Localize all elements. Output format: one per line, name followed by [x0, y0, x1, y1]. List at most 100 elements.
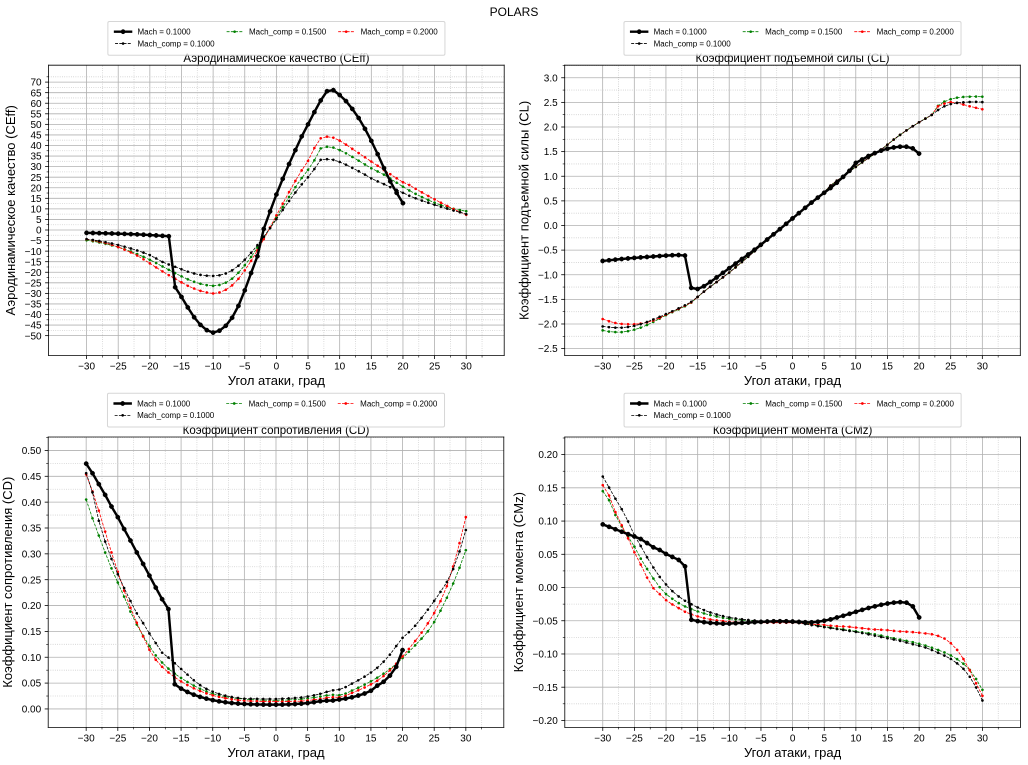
svg-text:−0.20: −0.20: [532, 716, 558, 727]
svg-text:25: 25: [945, 734, 957, 745]
svg-text:0.40: 0.40: [22, 498, 42, 509]
svg-text:55: 55: [30, 109, 42, 120]
svg-text:−25: −25: [25, 278, 42, 289]
svg-text:0.20: 0.20: [22, 601, 42, 612]
svg-text:−30: −30: [78, 362, 95, 373]
svg-text:−2.0: −2.0: [538, 320, 558, 331]
svg-text:Mach_comp = 0.1500: Mach_comp = 0.1500: [249, 399, 327, 408]
svg-text:Mach_comp = 0.1000: Mach_comp = 0.1000: [654, 39, 732, 48]
svg-text:Mach_comp = 0.2000: Mach_comp = 0.2000: [361, 27, 439, 36]
svg-text:Mach_comp = 0.1000: Mach_comp = 0.1000: [654, 411, 732, 420]
svg-text:25: 25: [429, 362, 441, 373]
svg-text:−40: −40: [25, 310, 42, 321]
svg-text:Коэффициент сопротивления (CD): Коэффициент сопротивления (CD): [183, 425, 370, 437]
svg-text:20: 20: [30, 183, 42, 194]
svg-text:0: 0: [36, 226, 42, 237]
svg-text:45: 45: [30, 131, 42, 142]
svg-text:Mach_comp = 0.1500: Mach_comp = 0.1500: [765, 399, 843, 408]
svg-text:0: 0: [274, 362, 280, 373]
svg-text:−0.10: −0.10: [532, 650, 558, 661]
svg-text:0.35: 0.35: [22, 524, 42, 535]
svg-text:0: 0: [273, 734, 279, 745]
svg-text:5: 5: [821, 362, 827, 373]
svg-text:−0.15: −0.15: [532, 683, 558, 694]
svg-text:Коэффициент подъемной силы (CL: Коэффициент подъемной силы (CL): [516, 101, 531, 320]
svg-text:50: 50: [30, 120, 42, 131]
svg-text:Mach_comp = 0.1000: Mach_comp = 0.1000: [137, 411, 215, 420]
svg-text:10: 10: [334, 362, 346, 373]
svg-text:−1.5: −1.5: [538, 295, 558, 306]
svg-text:Mach_comp = 0.2000: Mach_comp = 0.2000: [877, 399, 955, 408]
svg-text:Mach_comp = 0.1000: Mach_comp = 0.1000: [137, 39, 215, 48]
svg-text:0.30: 0.30: [22, 549, 42, 560]
svg-text:0.25: 0.25: [22, 575, 42, 586]
svg-text:−30: −30: [594, 734, 611, 745]
svg-text:−15: −15: [173, 734, 190, 745]
svg-text:−5: −5: [239, 734, 251, 745]
svg-text:−45: −45: [25, 321, 42, 332]
svg-text:−25: −25: [109, 734, 126, 745]
svg-text:0.15: 0.15: [538, 483, 558, 494]
svg-text:Коэффициент момента (CMz): Коэффициент момента (CMz): [511, 492, 526, 672]
svg-text:−10: −10: [25, 247, 42, 258]
svg-text:1.5: 1.5: [544, 147, 558, 158]
svg-text:Коэффициент сопротивления (CD): Коэффициент сопротивления (CD): [0, 477, 15, 688]
svg-text:Mach = 0.1000: Mach = 0.1000: [654, 399, 708, 408]
svg-text:−15: −15: [689, 734, 706, 745]
svg-text:20: 20: [397, 362, 409, 373]
svg-text:Mach_comp = 0.2000: Mach_comp = 0.2000: [360, 399, 438, 408]
svg-text:30: 30: [460, 734, 472, 745]
svg-text:0.20: 0.20: [538, 450, 558, 461]
svg-text:2.0: 2.0: [544, 123, 558, 134]
svg-text:Mach = 0.1000: Mach = 0.1000: [654, 27, 708, 36]
svg-text:Аэродинамическое качество (CEf: Аэродинамическое качество (CEff): [183, 53, 369, 65]
svg-text:−50: −50: [25, 331, 42, 342]
svg-text:−20: −20: [141, 734, 158, 745]
svg-text:−5: −5: [755, 362, 767, 373]
svg-text:10: 10: [850, 362, 862, 373]
svg-text:15: 15: [366, 362, 378, 373]
svg-text:0.05: 0.05: [22, 679, 42, 690]
svg-text:−10: −10: [204, 734, 221, 745]
svg-text:0.15: 0.15: [22, 627, 42, 638]
svg-text:POLARS: POLARS: [490, 5, 539, 19]
svg-text:−20: −20: [657, 362, 674, 373]
svg-text:30: 30: [461, 362, 473, 373]
svg-text:10: 10: [850, 734, 862, 745]
svg-text:Угол атаки, град: Угол атаки, град: [744, 373, 842, 388]
svg-text:Mach = 0.1000: Mach = 0.1000: [137, 27, 191, 36]
svg-text:−5: −5: [30, 236, 42, 247]
svg-text:−10: −10: [721, 734, 738, 745]
svg-text:20: 20: [397, 734, 409, 745]
svg-text:70: 70: [30, 78, 42, 89]
svg-text:Угол атаки, град: Угол атаки, град: [227, 745, 325, 760]
svg-text:−30: −30: [594, 362, 611, 373]
svg-text:−30: −30: [25, 289, 42, 300]
svg-text:10: 10: [334, 734, 346, 745]
svg-text:−30: −30: [78, 734, 95, 745]
svg-text:3.0: 3.0: [544, 73, 558, 84]
svg-text:−10: −10: [721, 362, 738, 373]
svg-text:15: 15: [365, 734, 377, 745]
svg-text:0.05: 0.05: [538, 550, 558, 561]
svg-text:0.10: 0.10: [538, 517, 558, 528]
svg-text:−25: −25: [110, 362, 127, 373]
svg-text:30: 30: [977, 362, 989, 373]
svg-text:40: 40: [30, 141, 42, 152]
svg-text:−35: −35: [25, 300, 42, 311]
svg-text:20: 20: [913, 362, 925, 373]
svg-text:−25: −25: [626, 734, 643, 745]
svg-text:60: 60: [30, 99, 42, 110]
svg-text:−15: −15: [25, 257, 42, 268]
svg-text:0.5: 0.5: [544, 196, 558, 207]
svg-text:−15: −15: [689, 362, 706, 373]
svg-text:−10: −10: [205, 362, 222, 373]
svg-text:−20: −20: [658, 734, 675, 745]
svg-text:25: 25: [945, 362, 957, 373]
svg-text:Коэффициент подъемной силы (CL: Коэффициент подъемной силы (CL): [696, 53, 890, 65]
svg-text:0: 0: [790, 734, 796, 745]
svg-text:Аэродинамическое качество (CEf: Аэродинамическое качество (CEff): [3, 105, 18, 315]
svg-text:Mach_comp = 0.1500: Mach_comp = 0.1500: [249, 27, 327, 36]
svg-text:20: 20: [914, 734, 926, 745]
svg-text:−5: −5: [239, 362, 251, 373]
